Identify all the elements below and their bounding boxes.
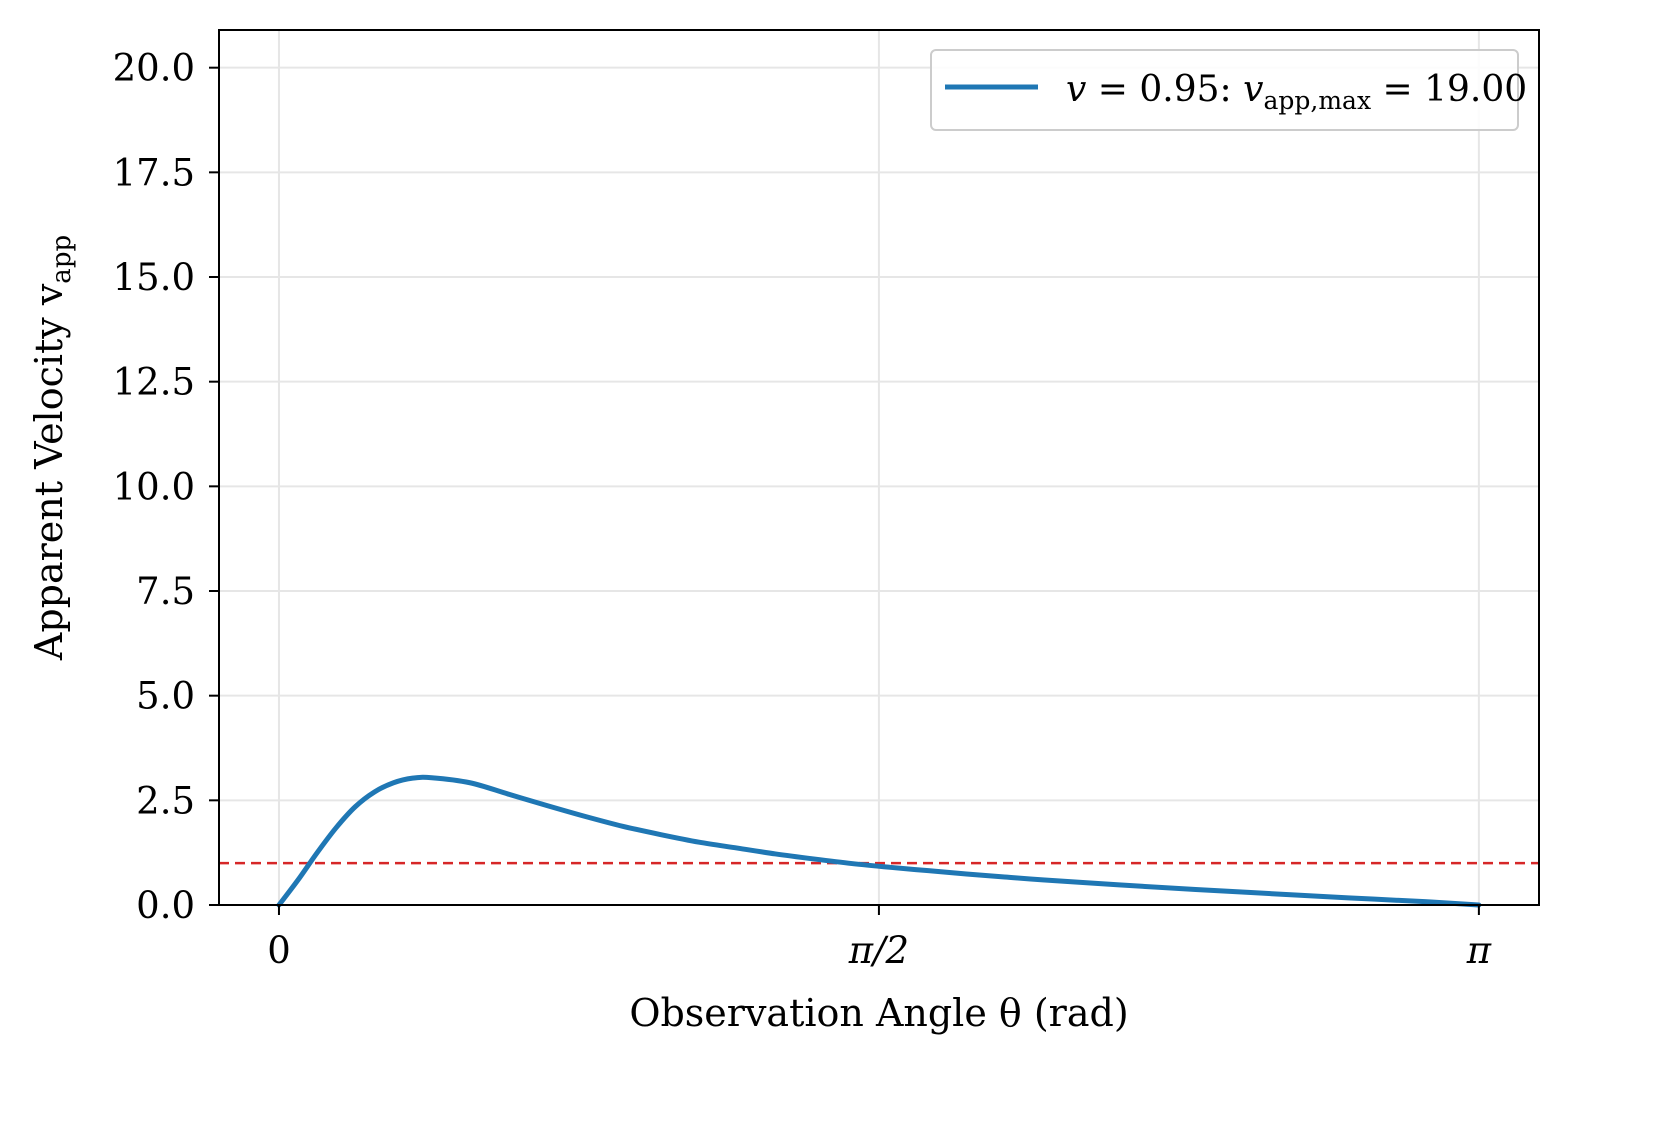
svg-text:Apparent Velocity vapp: Apparent Velocity vapp — [27, 235, 77, 661]
y-tick-label: 17.5 — [113, 151, 195, 194]
y-axis-title: Apparent Velocity vapp — [27, 235, 77, 661]
y-tick-label: 12.5 — [113, 361, 195, 404]
x-tick-label: 0 — [267, 929, 291, 972]
grid — [219, 30, 1539, 906]
x-axis-ticks: 0 π/2 π — [267, 905, 1492, 972]
x-axis-title: Observation Angle θ (rad) — [629, 991, 1128, 1035]
y-tick-label: 5.0 — [136, 675, 195, 718]
legend-box — [930, 49, 1519, 131]
legend-label-series-1: v = 0.95: vapp,max = 19.00 — [1066, 69, 1527, 115]
legend: v = 0.95: vapp,max = 19.00 — [930, 49, 1527, 131]
y-tick-label: 7.5 — [136, 570, 195, 613]
y-axis-title-subscript: app — [47, 235, 77, 284]
series-layer — [276, 774, 1482, 908]
x-tick-label: π/2 — [848, 929, 909, 972]
x-tick-label: π — [1466, 929, 1492, 972]
y-tick-label: 0.0 — [136, 884, 195, 927]
y-tick-label: 2.5 — [136, 779, 195, 822]
series-line-1 — [276, 774, 1482, 908]
y-axis-title-main: Apparent Velocity v — [27, 283, 71, 661]
y-tick-label: 10.0 — [113, 465, 195, 508]
y-tick-label: 20.0 — [113, 47, 195, 90]
y-axis-ticks: 0.0 2.5 5.0 7.5 10.0 12.5 15.0 17.5 20.0 — [113, 47, 219, 927]
y-tick-label: 15.0 — [113, 256, 195, 299]
